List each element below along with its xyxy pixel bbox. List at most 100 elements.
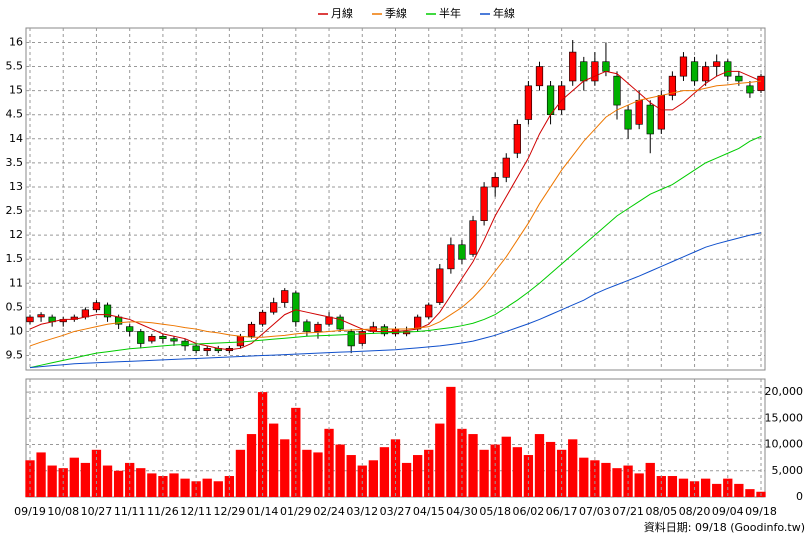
volume-bar	[36, 452, 46, 497]
x-tick-label: 08/05	[645, 505, 677, 518]
x-tick-label: 03/27	[380, 505, 412, 518]
volume-bar	[424, 449, 434, 497]
x-tick-label: 11/26	[147, 505, 179, 518]
x-tick-label: 09/04	[712, 505, 744, 518]
y-tick-label: 14	[9, 132, 23, 145]
candle-body	[679, 56, 688, 77]
x-tick-label: 12/11	[180, 505, 212, 518]
ma-line	[29, 232, 762, 369]
candle-body	[535, 66, 544, 87]
candle-body	[436, 268, 444, 303]
x-tick-label: 08/20	[679, 505, 711, 518]
volume-bar	[302, 449, 312, 497]
candle-body	[425, 304, 433, 318]
candle-body	[635, 99, 643, 125]
candle-body	[92, 302, 101, 311]
legend-label: 季線	[385, 6, 407, 20]
candle-body	[624, 109, 632, 130]
y-tick-label: 10,000	[765, 438, 804, 451]
volume-bar	[412, 455, 423, 497]
candle-body	[491, 177, 499, 188]
candle-body	[292, 292, 300, 323]
candle-body	[347, 331, 355, 347]
candle-body	[103, 304, 112, 318]
candle-body	[513, 124, 521, 154]
y-tick-label: 0.5	[6, 300, 24, 313]
volume-bar	[280, 439, 290, 497]
volume-bar	[656, 476, 666, 497]
y-tick-label: 16	[9, 35, 23, 48]
legend-label: 半年	[439, 6, 461, 20]
volume-bar	[91, 449, 102, 497]
volume-bar	[479, 449, 489, 497]
y-tick-label: 1.5	[6, 252, 24, 265]
candle-body	[203, 348, 211, 352]
candle-body	[657, 95, 665, 130]
candle-body	[159, 335, 167, 339]
candle-body	[192, 345, 200, 352]
volume-bar	[390, 439, 401, 497]
candle-body	[746, 85, 754, 94]
y-tick-label: 3.5	[6, 156, 24, 169]
y-tick-label: 13	[9, 180, 23, 193]
volume-bar	[435, 423, 445, 497]
x-tick-label: 09/19	[14, 505, 46, 518]
y-tick-label: 0	[796, 490, 803, 503]
candle-body	[148, 335, 156, 342]
legend-label: 月線	[331, 6, 353, 20]
volume-bar	[745, 489, 755, 497]
volume-bar	[446, 386, 456, 497]
x-tick-label: 10/27	[81, 505, 113, 518]
candle-body	[668, 75, 677, 96]
candle-body	[701, 66, 710, 82]
candle-body	[380, 326, 389, 335]
volume-bar	[257, 392, 268, 497]
volume-bar	[25, 460, 35, 497]
volume-bar	[158, 476, 168, 497]
candle-body	[137, 331, 145, 344]
x-tick-label: 01/29	[280, 505, 312, 518]
y-tick-label: 9.5	[6, 349, 24, 362]
x-tick-label: 12/29	[214, 505, 246, 518]
candle-body	[591, 61, 599, 82]
volume-bar	[534, 434, 545, 497]
candle-body	[580, 61, 588, 82]
volume-bar	[69, 457, 79, 497]
candle-body	[170, 338, 178, 342]
candle-body	[569, 51, 577, 82]
candle-body	[336, 316, 344, 330]
candle-body	[281, 290, 289, 303]
candle-body	[757, 75, 765, 91]
candle-body	[270, 302, 278, 313]
x-tick-label: 06/02	[513, 505, 545, 518]
volume-bar	[734, 483, 744, 497]
candle-body	[414, 316, 422, 330]
volume-bar	[80, 462, 91, 497]
volume-bar	[125, 462, 135, 497]
volume-bar	[213, 481, 223, 497]
x-tick-label: 01/14	[247, 505, 279, 518]
y-tick-label: 20,000	[765, 385, 804, 398]
x-tick-label: 07/21	[612, 505, 644, 518]
y-tick-label: 2.5	[6, 204, 24, 217]
volume-bar	[590, 460, 600, 497]
volume-bar	[700, 478, 711, 497]
volume-bar	[346, 455, 356, 497]
volume-bar	[136, 468, 146, 497]
candle-body	[247, 323, 256, 337]
y-tick-label: 15,000	[765, 411, 804, 424]
volume-bar	[235, 449, 246, 497]
volume-bar	[169, 473, 179, 497]
volume-bar	[667, 476, 678, 497]
volume-bar	[712, 483, 722, 497]
volume-bar	[601, 462, 611, 497]
legend-label: 年線	[493, 6, 515, 20]
candle-body	[314, 323, 322, 332]
volume-bar	[368, 460, 379, 497]
candle-body	[303, 321, 311, 332]
ma-line	[29, 80, 762, 347]
x-tick-label: 06/17	[546, 505, 578, 518]
volume-bar	[678, 478, 689, 497]
volume-bar	[545, 441, 556, 497]
candle-body	[735, 75, 743, 82]
